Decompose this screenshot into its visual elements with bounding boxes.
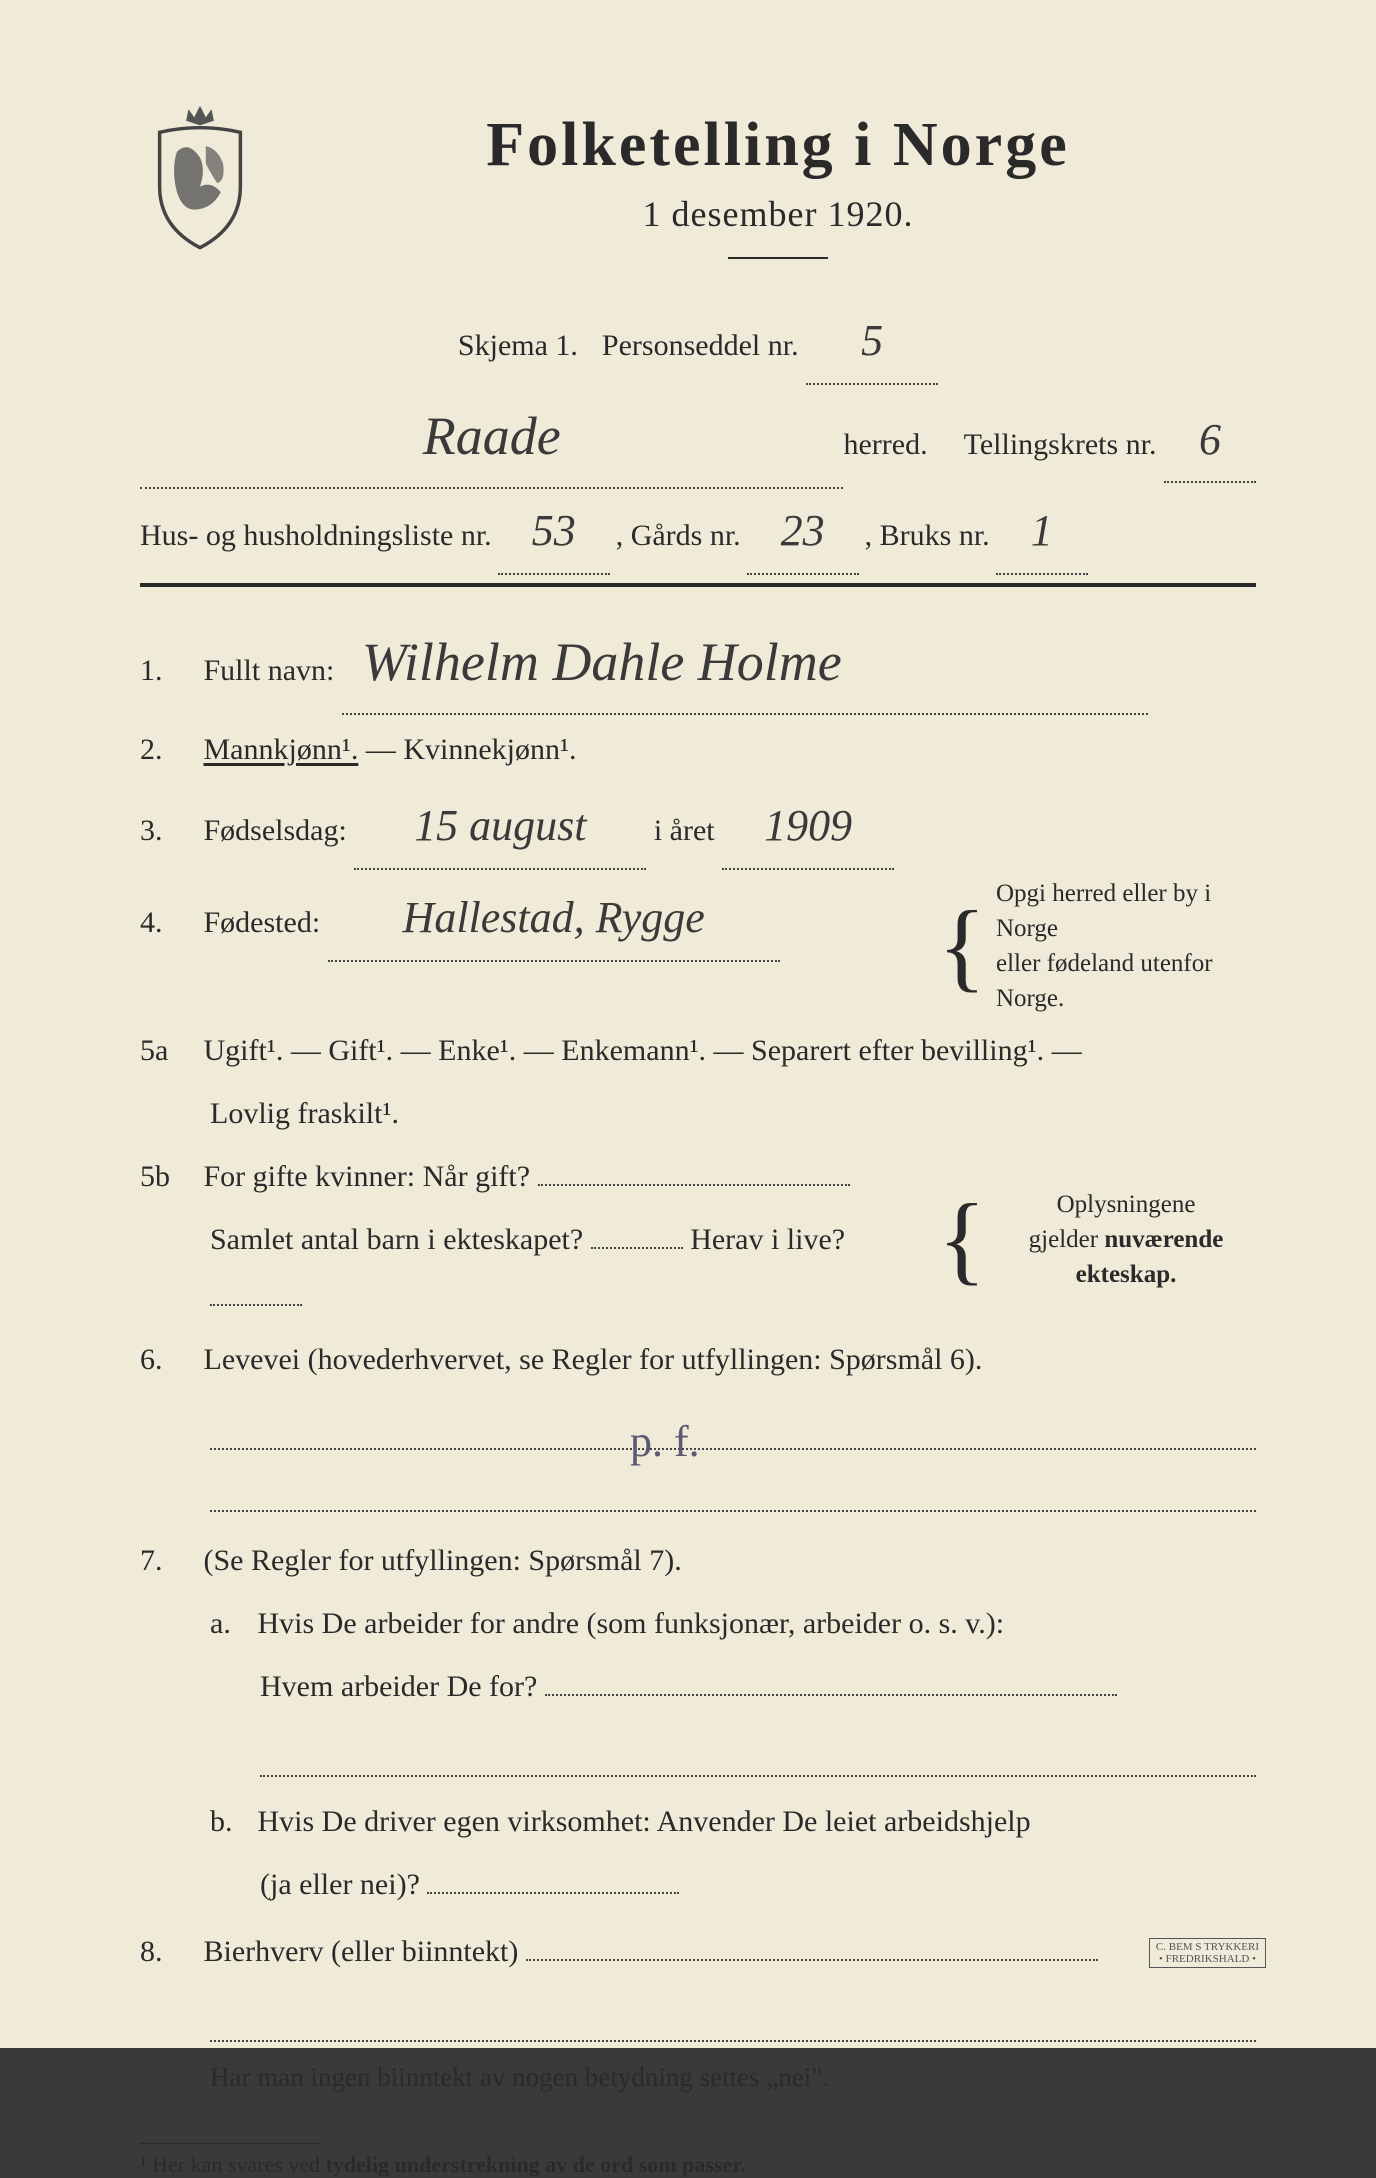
q7b-text1: Hvis De driver egen virksomhet: Anvender… — [258, 1805, 1031, 1838]
q5b-side2: gjelder nuværende — [1029, 1226, 1224, 1253]
q4-label: Fødested: — [204, 906, 321, 939]
q2-num: 2. — [140, 721, 196, 778]
printer-stamp: C. BEM S TRYKKERI• FREDRIKSHALD • — [1149, 1938, 1266, 1968]
q5a-line2: Lovlig fraskilt¹. — [210, 1085, 1256, 1142]
q5b-l2a: Samlet antal barn i ekteskapet? — [210, 1223, 583, 1256]
hus-row: Hus- og husholdningsliste nr. 53 , Gårds… — [140, 489, 1256, 575]
q8-blank2 — [210, 1990, 1256, 2042]
q6-text: Levevei (hovederhvervet, se Regler for u… — [204, 1343, 983, 1376]
skjema-label: Skjema 1. — [458, 317, 578, 374]
brace-icon: { — [938, 1199, 986, 1279]
q7-num: 7. — [140, 1532, 196, 1589]
page-title: Folketelling i Norge — [300, 110, 1256, 181]
q2-kvinne: Kvinnekjønn¹. — [403, 733, 576, 766]
q2-dash: — — [366, 733, 404, 766]
q7b-blank — [427, 1892, 679, 1894]
q6-num: 6. — [140, 1331, 196, 1388]
census-form-page: Folketelling i Norge 1 desember 1920. Sk… — [0, 0, 1376, 2048]
hus-nr: 53 — [498, 489, 610, 575]
q3-label: Fødselsdag: — [204, 814, 347, 847]
q1: 1. Fullt navn: Wilhelm Dahle Holme — [140, 611, 1256, 716]
q4: 4. Fødested: Hallestad, Rygge { Opgi her… — [140, 876, 1256, 1016]
q1-num: 1. — [140, 642, 196, 699]
footnote: ¹ Her kan svares ved tydelig understrekn… — [140, 2152, 1256, 2178]
q5b-l2b: Herav i live? — [690, 1223, 845, 1256]
hus-label: Hus- og husholdningsliste nr. — [140, 507, 492, 564]
q3-year: 1909 — [722, 784, 894, 870]
tellingskrets-label: Tellingskrets nr. — [964, 428, 1157, 461]
q5b-l1a: For gifte kvinner: Når gift? — [204, 1160, 531, 1193]
q5a: 5a Ugift¹. — Gift¹. — Enke¹. — Enkemann¹… — [140, 1022, 1256, 1079]
section-divider — [140, 583, 1256, 587]
q3-mid: i året — [654, 814, 715, 847]
q7a-blank2 — [260, 1725, 1256, 1777]
q2-mann: Mannkjønn¹. — [204, 733, 359, 766]
q8-num: 8. — [140, 1923, 196, 1980]
q6: 6. Levevei (hovederhvervet, se Regler fo… — [140, 1331, 1256, 1388]
page-subtitle: 1 desember 1920. — [300, 193, 1256, 235]
q7a: a. Hvis De arbeider for andre (som funks… — [210, 1595, 1256, 1652]
herred-label: herred. — [843, 416, 927, 473]
bruks-nr: 1 — [996, 489, 1088, 575]
q5b-barn-blank — [591, 1247, 683, 1249]
gards-nr: 23 — [747, 489, 859, 575]
q7a-text2: Hvem arbeider De for? — [260, 1670, 537, 1703]
q5b-num: 5b — [140, 1148, 196, 1205]
q3: 3. Fødselsdag: 15 august i året 1909 — [140, 784, 1256, 870]
header: Folketelling i Norge 1 desember 1920. — [140, 100, 1256, 289]
q7-text: (Se Regler for utfyllingen: Spørsmål 7). — [204, 1544, 682, 1577]
q7b-num: b. — [210, 1793, 250, 1850]
q6-blank2 — [210, 1460, 1256, 1512]
q3-num: 3. — [140, 802, 196, 859]
gards-label: , Gårds nr. — [616, 507, 741, 564]
brace-icon: { — [938, 906, 986, 986]
q7a-line2: Hvem arbeider De for? — [260, 1658, 1256, 1715]
q5a-opts: Ugift¹. — Gift¹. — Enke¹. — Enkemann¹. —… — [204, 1034, 1082, 1067]
title-divider — [728, 257, 828, 259]
footnote-num: ¹ — [140, 2152, 147, 2177]
q8: 8. Bierhverv (eller biinntekt) — [140, 1923, 1256, 1980]
q5b-gift-blank — [538, 1184, 850, 1186]
q1-value: Wilhelm Dahle Holme — [342, 611, 1148, 716]
q1-label: Fullt navn: — [204, 654, 335, 687]
q4-note2: eller fødeland utenfor Norge. — [996, 950, 1213, 1012]
q2: 2. Mannkjønn¹. — Kvinnekjønn¹. — [140, 721, 1256, 778]
herred-value: Raade — [140, 385, 843, 490]
q5b-side3: ekteskap. — [1076, 1261, 1177, 1288]
q5b-side1: Oplysningene — [1057, 1191, 1196, 1218]
skjema-row: Skjema 1. Personseddel nr. 5 — [140, 299, 1256, 385]
q5b-sidenote: Oplysningene gjelder nuværende ekteskap. — [996, 1187, 1256, 1292]
q5a-num: 5a — [140, 1022, 196, 1079]
q7a-num: a. — [210, 1595, 250, 1652]
q4-sidenote: Opgi herred eller by i Norge eller fødel… — [996, 876, 1256, 1016]
footnote-text: Her kan svares ved tydelig understreknin… — [152, 2152, 745, 2177]
q7b: b. Hvis De driver egen virksomhet: Anven… — [210, 1793, 1256, 1850]
footer-hint: Har man ingen biinntekt av nogen betydni… — [210, 2052, 1256, 2103]
footnote-rule — [140, 2143, 320, 2144]
q7a-blank — [545, 1694, 1117, 1696]
q5b-live-blank — [210, 1304, 302, 1306]
q4-note1: Opgi herred eller by i Norge — [996, 880, 1211, 942]
tellingskrets-nr: 6 — [1164, 398, 1256, 484]
q7a-text1: Hvis De arbeider for andre (som funksjon… — [258, 1607, 1005, 1640]
q4-value: Hallestad, Rygge — [328, 876, 780, 962]
q8-text: Bierhverv (eller biinntekt) — [204, 1935, 519, 1968]
q4-num: 4. — [140, 894, 196, 951]
bruks-label: , Bruks nr. — [865, 507, 990, 564]
q8-blank — [526, 1959, 1098, 1961]
personseddel-nr: 5 — [806, 299, 938, 385]
q7b-line2: (ja eller nei)? — [260, 1856, 1256, 1913]
q7b-text2: (ja eller nei)? — [260, 1868, 420, 1901]
q6-blank1: p. f. — [210, 1398, 1256, 1450]
q3-day: 15 august — [354, 784, 646, 870]
q7: 7. (Se Regler for utfyllingen: Spørsmål … — [140, 1532, 1256, 1589]
herred-row: Raade herred. Tellingskrets nr. 6 — [140, 385, 1256, 490]
personseddel-label: Personseddel nr. — [602, 329, 799, 362]
q5b: 5b For gifte kvinner: Når gift? Samlet a… — [140, 1148, 1256, 1331]
coat-of-arms-icon — [140, 100, 260, 250]
q5a-opts2: Lovlig fraskilt¹. — [210, 1097, 399, 1130]
title-block: Folketelling i Norge 1 desember 1920. — [300, 100, 1256, 289]
